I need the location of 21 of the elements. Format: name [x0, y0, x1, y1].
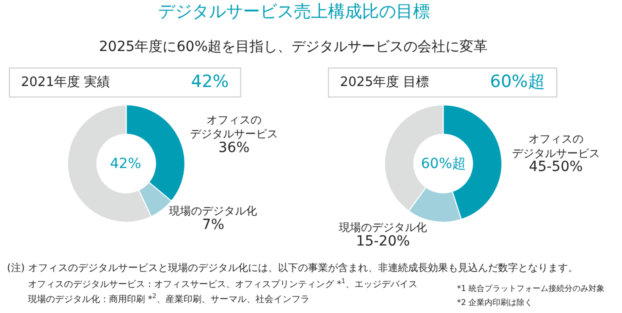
- data-label: 7%: [202, 216, 224, 233]
- slice-label: 現場のデジタル化: [169, 204, 258, 218]
- slice-label: 現場のデジタル化: [338, 221, 427, 234]
- text: 60%超: [421, 156, 466, 172]
- text: 2021年度 実績: [21, 74, 110, 90]
- data-label: 45-50%: [528, 159, 583, 176]
- slice-label: オフィスのデジタルサービス: [190, 113, 278, 141]
- chart-subtitle: 2025年度に60%超を目指し、デジタルサービスの会社に変革: [99, 39, 488, 55]
- text: 現場のデジタル化：商用印刷 *$^{2}$、産業印刷、サーマル、社会インフラ: [28, 293, 310, 305]
- data-label: 15-20%: [356, 233, 410, 250]
- text: 60%超: [490, 72, 545, 92]
- text: 42%: [110, 156, 142, 172]
- text: 42%: [191, 72, 229, 92]
- text: 2025年度 目標: [340, 74, 430, 90]
- text: オフィスのデジタルサービス：オフィスサービス、オフィスプリンティング *$^{1}$、エッジデバイス: [28, 278, 418, 290]
- slice-label: オフィスのデジタルサービス: [512, 132, 600, 160]
- chart-title: デジタルサービス売上構成比の目標: [158, 2, 430, 22]
- data-label: 36%: [218, 140, 250, 156]
- text: (注) オフィスのデジタルサービスと現場のデジタル化には、以下の事業が含まれ、非連続成長効果も見込んだ数字となります。: [7, 262, 578, 274]
- text: *2 企業内印刷は除く: [457, 298, 533, 307]
- text: *1 統合プラットフォーム接続分のみ対象: [457, 284, 605, 293]
